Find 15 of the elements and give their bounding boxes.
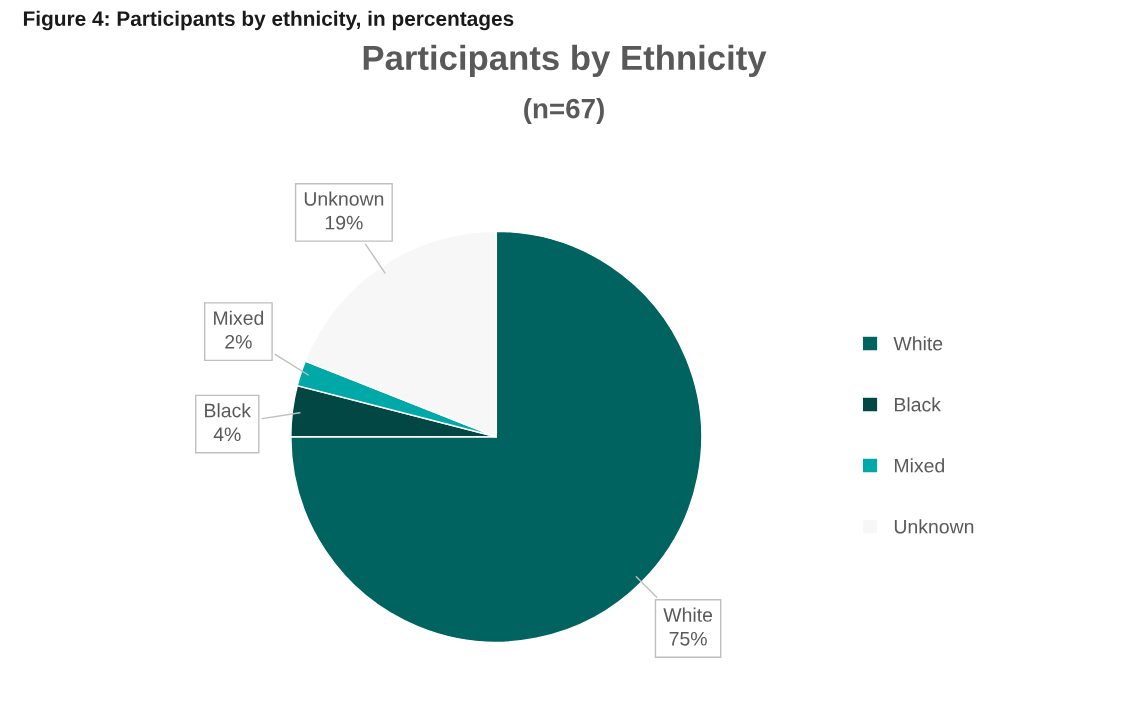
slice-label: Black xyxy=(205,403,252,418)
slice-label: White xyxy=(663,607,713,622)
legend-label: Black xyxy=(894,397,941,412)
legend-label: Unknown xyxy=(894,519,974,534)
data-label: 19% xyxy=(325,215,363,230)
caption: Figure 4: Participants by ethnicity, in percentages xyxy=(23,10,514,31)
legend-label: White xyxy=(893,336,943,351)
slice-label: Unknown xyxy=(304,191,384,206)
slice-label: Mixed xyxy=(214,310,264,325)
data-label: 2% xyxy=(225,334,252,349)
data-label: 75% xyxy=(669,631,707,646)
data-label: 4% xyxy=(213,427,241,442)
chart-title: Participants by Ethnicity xyxy=(363,44,767,78)
chart-subtitle: (n=67) xyxy=(524,98,604,124)
legend-label: Mixed xyxy=(894,458,945,473)
